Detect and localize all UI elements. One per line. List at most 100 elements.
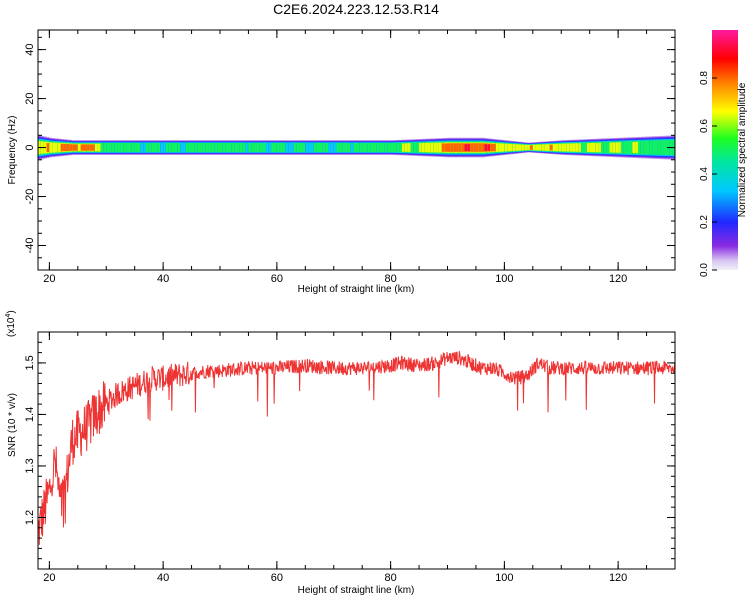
heatmap-cell: [407, 143, 411, 152]
heatmap-cell: [319, 142, 323, 153]
heatmap-cell: [237, 142, 241, 153]
heatmap-cell: [117, 142, 121, 153]
heatmap-cell: [515, 144, 519, 151]
heatmap-cell: [177, 142, 181, 153]
heatmap-cell: [72, 144, 76, 151]
x-tick-label: 120: [609, 273, 627, 285]
heatmap-cell: [382, 142, 386, 153]
colorbar-tick-label: 0.0: [699, 263, 710, 277]
heatmap-cell: [282, 142, 286, 153]
heatmap-cell: [632, 142, 636, 154]
heatmap-cell: [521, 144, 525, 151]
y-tick-label: 1.3: [24, 458, 36, 473]
heatmap-cell: [254, 142, 258, 153]
colorbar-tick-label: 0.2: [699, 215, 710, 229]
heatmap-cell: [183, 142, 187, 153]
heatmap-cell: [262, 142, 266, 153]
heatmap-cell: [481, 143, 485, 152]
heatmap-cell: [464, 144, 468, 151]
heatmap-cell: [356, 142, 360, 153]
heatmap-cell: [305, 142, 309, 153]
x-tick-label: 100: [495, 572, 513, 584]
heatmap-cell: [558, 143, 562, 152]
heatmap-cell: [384, 142, 389, 153]
heatmap-cell: [663, 140, 667, 155]
heatmap-cell: [640, 140, 645, 155]
x-tick-label: 80: [385, 572, 397, 584]
colorbar-ticks: 0.0 0.2 0.4 0.6 0.8: [699, 71, 717, 277]
heatmap-cell: [655, 140, 659, 155]
y-tick-label: 0: [24, 144, 36, 150]
heatmap-cell: [379, 142, 383, 153]
heatmap-cell: [498, 143, 502, 152]
heatmap-cell: [180, 142, 184, 153]
heatmap-cell: [106, 142, 110, 153]
heatmap-cell: [470, 143, 474, 152]
heatmap-cell: [245, 142, 249, 153]
heatmap-cell: [365, 142, 369, 153]
heatmap-cell: [436, 142, 440, 153]
snr-xlabel: Height of straight line (km): [298, 585, 415, 596]
heatmap-cell: [46, 143, 50, 153]
heatmap-cell: [214, 142, 218, 153]
spectrogram-panel: 20 40 60 80 100 120 -40 -20 0 20 40 Height of stra…: [7, 29, 676, 295]
heatmap-cell: [473, 143, 477, 152]
heatmap-cell: [510, 143, 514, 152]
heatmap-cell: [94, 143, 99, 152]
heatmap-cell: [134, 142, 138, 153]
x-tick-label: 40: [157, 572, 169, 584]
y-tick-label: 40: [24, 43, 36, 55]
snr-panel: 20 40 60 80 100 120 1.2 1.3 1.4 1.5 Height of str…: [5, 310, 676, 596]
heatmap-cell: [123, 142, 127, 153]
heatmap-cell: [643, 140, 647, 155]
colorbar-label: Normalized spectral amplitude: [737, 82, 748, 217]
heatmap-cell: [80, 144, 84, 151]
heatmap-cell: [205, 142, 210, 153]
heatmap-cell: [308, 142, 312, 153]
heatmap-cell: [222, 142, 227, 153]
heatmap-cell: [396, 142, 400, 153]
heatmap-cell: [268, 142, 272, 153]
spectrogram-band: [38, 135, 675, 160]
heatmap-cell: [456, 143, 460, 152]
spectrogram-ticks: 20 40 60 80 100 120 -40 -20 0 20 40: [24, 30, 676, 285]
heatmap-cell: [544, 144, 548, 151]
heatmap-cell: [362, 142, 366, 153]
heatmap-cell: [151, 142, 155, 153]
heatmap-cell: [197, 142, 201, 153]
snr-ticks: 20 40 60 80 100 120 1.2 1.3 1.4 1.5: [24, 332, 676, 584]
heatmap-cell: [561, 143, 565, 152]
heatmap-cell: [97, 143, 101, 152]
heatmap-cell: [612, 142, 616, 153]
heatmap-cell: [239, 142, 244, 153]
x-tick-label: 20: [43, 273, 55, 285]
heatmap-cell: [259, 142, 264, 153]
heatmap-cell: [157, 142, 161, 153]
heatmap-cell: [566, 143, 571, 152]
heatmap-cell: [322, 142, 326, 153]
heatmap-cell: [512, 144, 517, 151]
heatmap-cell: [495, 143, 500, 152]
heatmap-cell: [69, 144, 73, 151]
heatmap-cell: [649, 140, 653, 155]
x-tick-label: 60: [271, 273, 283, 285]
heatmap-cell: [274, 142, 278, 153]
heatmap-cell: [293, 142, 298, 153]
heatmap-cell: [299, 142, 303, 153]
heatmap-cell: [225, 142, 229, 153]
y-tick-label: 20: [24, 92, 36, 104]
heatmap-cell: [143, 142, 147, 153]
y-tick-label: -20: [24, 189, 36, 205]
heatmap-cell: [433, 142, 437, 153]
heatmap-cell: [302, 142, 306, 153]
y-tick-label: 1.4: [24, 407, 36, 422]
spectrogram-xlabel: Height of straight line (km): [298, 284, 415, 295]
heatmap-cell: [501, 143, 505, 152]
heatmap-cell: [390, 142, 394, 153]
heatmap-cell: [146, 142, 150, 153]
heatmap-cell: [311, 142, 315, 153]
heatmap-cell: [251, 142, 255, 153]
heatmap-cell: [606, 141, 610, 154]
heatmap-cell: [626, 141, 630, 154]
